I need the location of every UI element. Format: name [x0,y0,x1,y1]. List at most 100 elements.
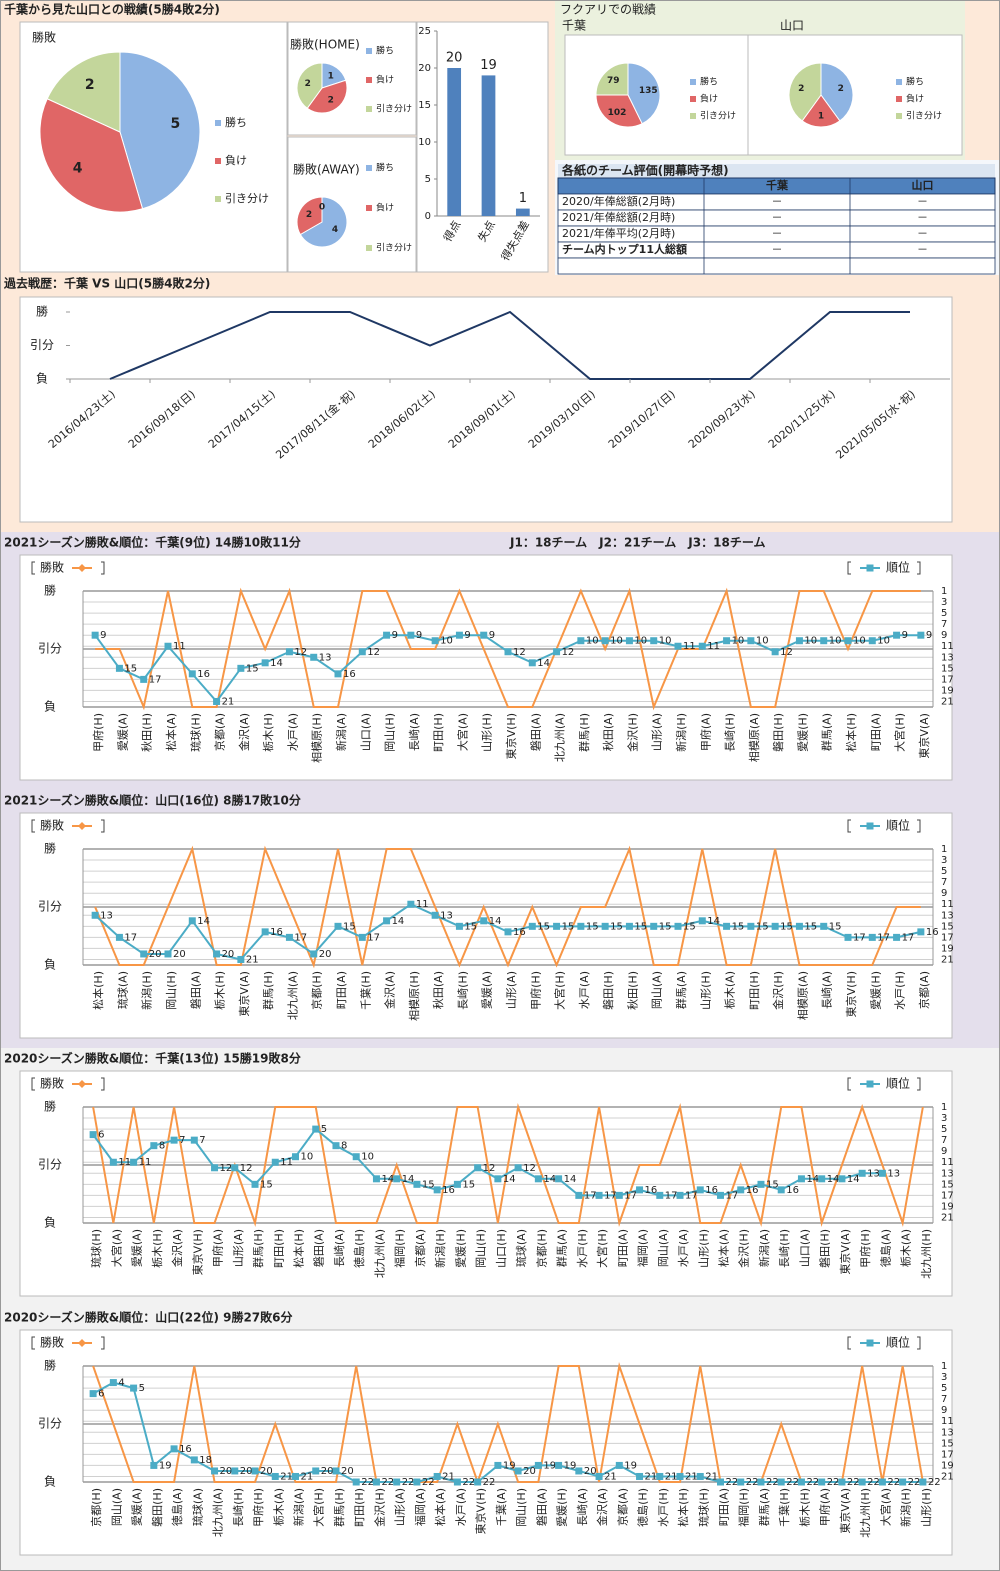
table-cell: 2020/年俸総額(2月時) [562,194,675,208]
x-tick-label: 愛媛(A) [480,971,494,1009]
x-tick-label: 山形(A) [394,1488,407,1526]
x-tick-label: 山形(H) [699,971,712,1010]
marker [868,933,876,941]
legend-bracket [847,1336,851,1350]
marker [844,637,852,645]
marker [553,922,561,930]
x-tick-label: 長崎(A) [332,1229,346,1267]
chart-title: 2020シーズン勝敗&順位：山口(22位) 9勝27敗6分 [4,1310,293,1325]
marker [213,697,221,705]
marker [674,922,682,930]
legend-bracket [101,561,105,575]
marker [115,933,123,941]
data-label: 1 [519,191,527,206]
marker [615,1461,623,1469]
y2-tick-label: 15 [941,921,954,932]
pie-slice [299,196,348,248]
pie-slice [46,51,121,133]
x-tick-label: 徳島(A) [170,1488,184,1526]
x-tick-label: 磐田(H) [818,1229,832,1268]
marker [747,922,755,930]
y-tick-label: 25 [418,26,431,37]
legend-marker [866,564,874,572]
legend-label: 勝敗 [40,818,64,833]
legend-swatch [896,96,902,102]
x-tick-label: 松本(H) [676,1488,690,1527]
x-tick-label: 新潟(A) [292,1488,306,1526]
marker [271,1158,279,1166]
data-label: 11 [118,1157,131,1168]
legend-label: 勝ち [700,76,718,88]
data-label: 17 [877,932,890,943]
x-tick-label: 岡山(H) [384,713,397,752]
data-label: 22 [402,1477,415,1488]
legend-label: 引き分け [376,104,412,115]
data-label: 11 [139,1157,152,1168]
x-tick-label: 長崎(A) [820,971,834,1009]
data-label: 9 [926,630,932,641]
legend-marker [78,1080,86,1088]
marker [474,1478,482,1486]
marker [231,1164,239,1172]
marker [797,1478,805,1486]
x-tick-label: 金沢(H) [372,1488,386,1527]
marker [737,1186,745,1194]
chart-title: 山口 [780,19,804,33]
legend-swatch [690,96,696,102]
x-tick-label: 岡山(H) [475,1229,488,1268]
legend-label: 勝ち [376,45,394,57]
y-tick-label: 5 [425,174,431,185]
y2-tick-label: 9 [941,1146,947,1157]
legend-swatch [366,245,372,251]
x-tick-label: 町田(A) [335,971,348,1009]
legend-label: 負け [376,202,394,214]
x-tick-label: 群馬(H) [261,971,275,1010]
series-line [92,1362,924,1486]
data-label: 10 [829,636,842,647]
data-label: 22 [746,1477,759,1488]
x-tick-label: 水戸(A) [286,713,299,751]
y2-tick-label: 1 [941,844,947,855]
marker [555,1175,563,1183]
data-label: 14 [402,1174,415,1185]
x-tick-label: 相模原(H) [408,971,421,1021]
data-label: 20 [584,1466,597,1477]
marker [777,1478,785,1486]
x-tick-label: 徳島(H) [636,1488,650,1527]
x-tick-label: 金沢(A) [595,1488,609,1526]
x-tick-label: 町田(A) [616,1229,629,1267]
legend-label: 順位 [886,1335,910,1350]
data-label: 11 [416,899,429,910]
x-tick-label: 水戸(H) [894,971,907,1010]
y2-tick-label: 15 [941,1438,954,1449]
x-tick-label: 山形(H) [697,1229,710,1268]
data-label: 12 [780,647,793,658]
y2-tick-label: 17 [941,1449,954,1460]
x-tick-label: 磐田(H) [601,971,615,1010]
x-tick-label: 徳島(H) [352,1229,366,1268]
data-label: 12 [523,1163,536,1174]
legend-swatch [366,77,372,83]
x-tick-label: 愛媛(A) [130,1488,144,1526]
x-tick-label: 山口(A) [798,1229,811,1267]
x-tick-label: 東京V(A) [237,971,251,1017]
marker [771,922,779,930]
x-tick-label: 東京V(H) [474,1488,488,1534]
y2-tick-label: 13 [941,1168,954,1179]
marker [312,1467,320,1475]
x-tick-label: 甲府(A) [698,713,712,751]
data-label: 5 [139,1383,145,1394]
data-label: 20 [240,1466,253,1477]
legend-bracket [847,1077,851,1091]
marker [636,1472,644,1480]
data-label: 7 [179,1135,185,1146]
data-label: 22 [726,1477,739,1488]
legend-bracket [31,819,35,833]
x-tick-label: 甲府(A) [211,1229,225,1267]
marker [150,1142,158,1150]
marker [237,664,245,672]
legend-marker [78,564,86,572]
data-label: 22 [483,1477,496,1488]
legend-label: 負け [225,154,247,167]
marker [575,1467,583,1475]
